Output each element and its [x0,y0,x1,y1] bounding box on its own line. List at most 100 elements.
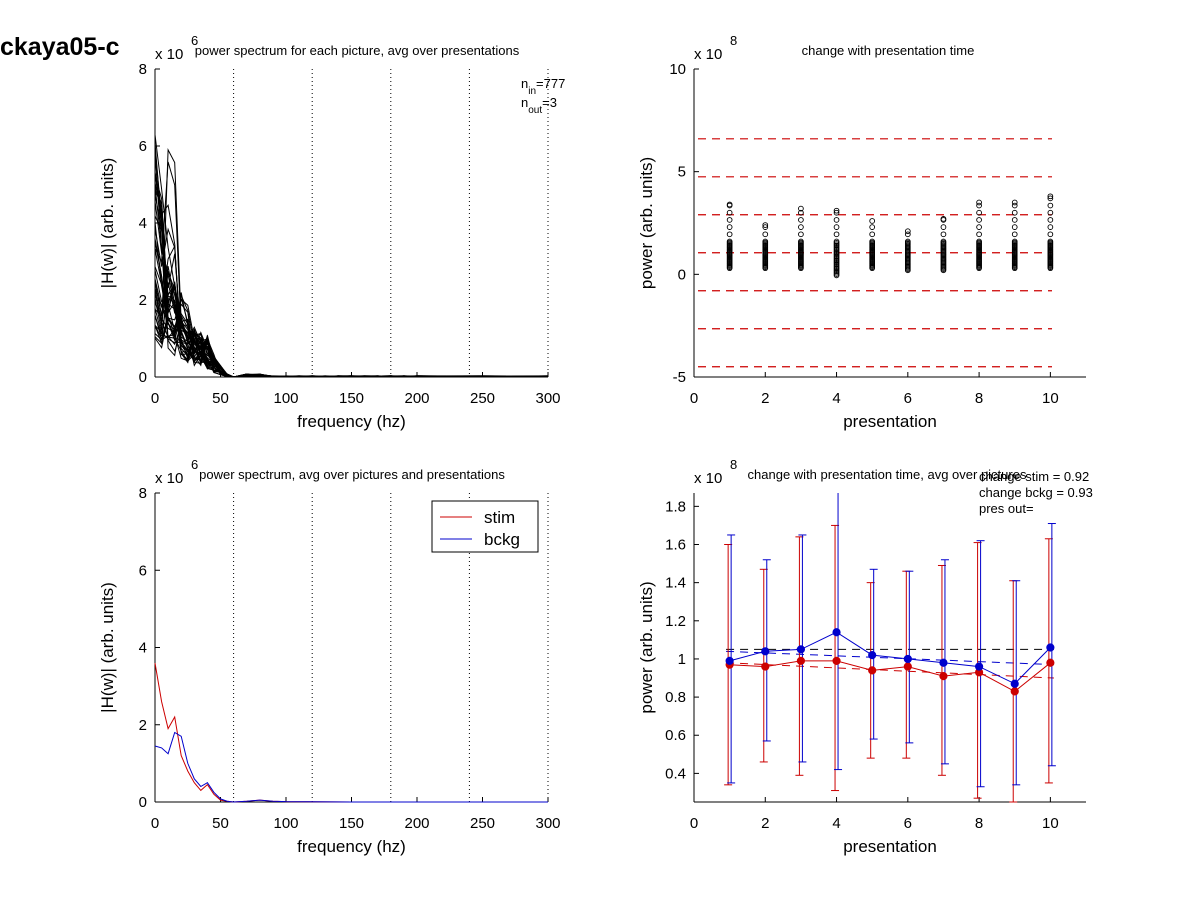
marker-bckg [832,628,841,637]
x-tick-label: 2 [761,390,769,407]
marker-bckg [1046,643,1055,652]
data-point [940,238,947,245]
figure-title: ckaya05-c [0,33,120,61]
y-multiplier-exponent: 8 [730,457,737,472]
spectrum-line [154,215,549,378]
y-tick-label: 0.6 [665,727,686,744]
y-tick-label: 1 [678,651,686,668]
spectrum-line [154,200,549,378]
x-tick-label: 250 [470,815,495,832]
data-point [726,224,733,230]
marker-bckg [903,654,912,664]
data-point [976,217,982,223]
data-point [869,231,876,238]
y-multiplier-base: x 10 [155,46,183,63]
marker-stim [1010,687,1019,696]
data-point [1047,193,1054,200]
data-point [833,209,840,216]
data-point [1047,209,1054,216]
x-tick-label: 0 [690,390,698,407]
data-point [940,216,947,222]
series-line-stim [729,660,1051,692]
data-point [869,238,876,245]
spectrum-line [154,185,549,378]
data-point [726,209,733,216]
y-tick-label: 4 [139,215,147,232]
data-point [1047,238,1054,245]
spectrum-line [154,152,549,378]
data-point [1011,217,1018,223]
y-tick-label: 1.6 [665,537,686,554]
data-point [798,231,804,238]
spectrum-line [154,194,549,378]
x-tick-label: 50 [212,390,229,407]
n-out-annotation: nout=3 [521,95,557,116]
x-tick-label: 250 [470,390,495,407]
panel-title: power spectrum for each picture, avg ove… [195,43,520,58]
y-tick-label: 8 [139,61,147,78]
marker-stim [796,656,806,665]
x-tick-label: 0 [690,815,698,832]
series-line-stim [154,662,548,803]
stats-text: change stim = 0.92 [979,469,1089,484]
legend-label-stim: stim [484,508,515,527]
data-point [940,231,947,238]
panel-spectrum-average: 0 50 100 150 200 250 300 0 2 4 6 8 frequency (hz) |H(… [98,457,561,856]
data-point [1011,199,1018,206]
data-point [1047,195,1054,202]
data-point [798,205,804,212]
x-tick-label: 200 [404,815,429,832]
y-tick-label: 0.8 [665,689,686,706]
x-tick-label: 100 [273,390,298,407]
y-axis-label: |H(w)| (arb. units) [98,158,117,289]
legend-box [431,500,539,553]
data-point [869,218,876,224]
y-multiplier-base: x 10 [694,46,722,63]
data-point [904,238,911,245]
data-point [1011,231,1018,238]
x-axis-label: presentation [843,837,937,856]
data-point [833,238,840,245]
y-multiplier-exponent: 6 [191,33,198,48]
panel-title: change with presentation time, avg over … [748,467,1027,482]
marker-stim [868,666,877,675]
marker-bckg [725,656,734,665]
data-point [1011,209,1018,216]
y-multiplier-base: x 10 [155,470,183,487]
spectrum-line [154,182,549,378]
stats-text: change bckg = 0.93 [979,485,1093,500]
x-tick-label: 6 [904,390,912,407]
legend-label-bckg: bckg [484,530,520,549]
data-point [762,224,769,230]
marker-stim [903,662,912,671]
x-tick-label: 4 [832,815,840,832]
y-multiplier-exponent: 8 [730,33,737,48]
data-point [976,199,982,206]
data-point [976,231,982,238]
panel-title: change with presentation time [802,43,975,58]
marker-bckg [868,651,877,660]
spectrum-line [154,172,549,378]
x-tick-label: 0 [151,815,159,832]
data-point [833,207,840,214]
marker-bckg [974,662,984,671]
y-tick-label: 8 [139,485,147,502]
data-point [1047,217,1054,223]
data-point [762,238,769,245]
data-point [1011,202,1018,209]
spectrum-line [154,141,549,378]
x-tick-label: 8 [975,815,983,832]
x-tick-label: 300 [535,390,560,407]
data-point [833,224,840,230]
data-point [976,209,982,216]
panel-change-average: 0 2 4 6 8 10 0.4 0.6 0.8 1 1.2 1.4 1.6 1.8 presentatio… [637,457,1093,856]
x-axis-label: frequency (hz) [297,837,406,856]
data-point [726,231,733,238]
y-axis-label: |H(w)| (arb. units) [98,582,117,713]
panel-spectrum-each-picture: 0 50 100 150 200 250 300 0 2 4 6 8 frequency (hz) |H(… [98,33,565,431]
data-point [1047,231,1054,238]
y-tick-label: -5 [673,369,686,386]
data-point [904,231,911,238]
y-tick-label: 0 [139,369,147,386]
